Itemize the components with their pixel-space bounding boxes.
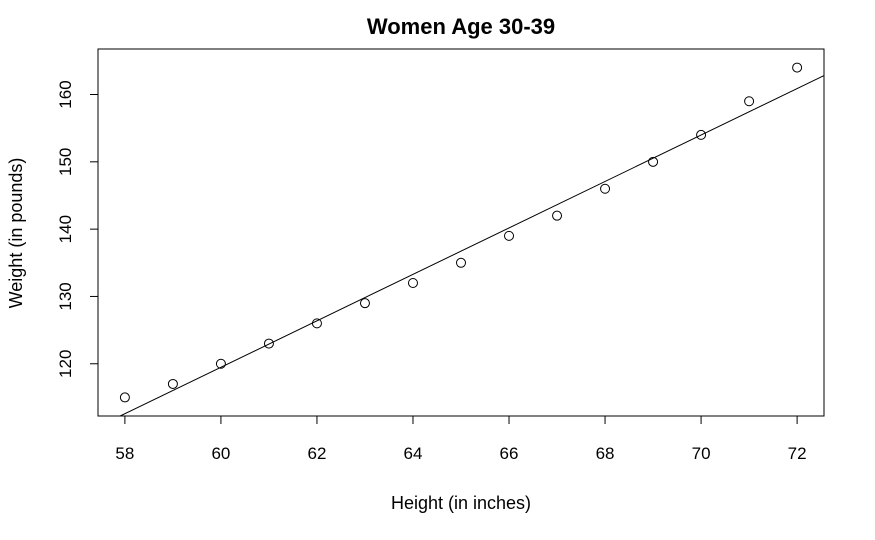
y-tick-label: 150 <box>56 148 75 176</box>
x-tick-label: 62 <box>307 444 326 463</box>
data-point <box>263 338 274 349</box>
data-point <box>456 257 466 268</box>
data-point <box>359 298 370 309</box>
y-tick-label: 130 <box>56 282 75 310</box>
x-tick-label: 66 <box>500 444 519 463</box>
data-point <box>648 156 659 167</box>
data-point <box>119 392 130 403</box>
data-point <box>167 378 178 389</box>
data-point <box>696 129 707 140</box>
x-tick-label: 72 <box>788 444 807 463</box>
x-tick-label: 58 <box>115 444 134 463</box>
x-tick-label: 70 <box>692 444 711 463</box>
data-point <box>552 210 563 221</box>
y-tick-label: 140 <box>56 215 75 243</box>
data-point <box>600 183 611 194</box>
x-tick-label: 64 <box>404 444 423 463</box>
points-layer <box>119 62 803 403</box>
y-axis-title: Weight (in pounds) <box>6 158 26 309</box>
chart-title: Women Age 30-39 <box>367 14 555 39</box>
data-point <box>311 318 322 329</box>
y-tick-label: 160 <box>56 80 75 108</box>
data-point <box>744 96 755 107</box>
data-point <box>504 230 515 241</box>
x-tick-label: 60 <box>211 444 230 463</box>
regression-line <box>119 75 825 417</box>
x-axis: 58 60 62 64 66 68 70 72 <box>115 415 807 463</box>
data-point <box>407 277 418 288</box>
y-tick-label: 120 <box>56 350 75 378</box>
x-axis-title: Height (in inches) <box>391 493 531 513</box>
y-axis: 120 130 140 150 160 <box>56 80 99 378</box>
fit-line-layer <box>119 75 825 417</box>
x-tick-label: 68 <box>596 444 615 463</box>
data-point <box>215 358 226 369</box>
plot-frame <box>97 48 825 417</box>
data-point <box>792 62 803 73</box>
